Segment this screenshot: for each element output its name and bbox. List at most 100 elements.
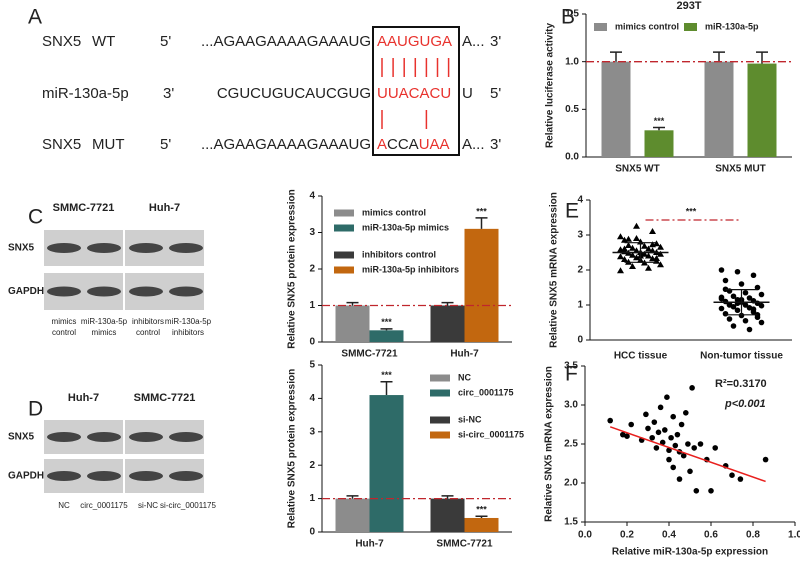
data-point (718, 305, 725, 312)
data-point (617, 267, 624, 274)
legend-swatch (334, 266, 354, 274)
sequence: CGUCUGUCAUCGUG (217, 85, 371, 102)
sequence-end: 3' (163, 85, 174, 102)
data-point (666, 447, 672, 454)
data-point (722, 310, 729, 317)
legend-swatch (594, 23, 607, 31)
data-point (621, 245, 628, 252)
data-point (645, 245, 652, 252)
x-tick-label: 0.0 (578, 530, 592, 541)
y-tick-label: 4 (309, 393, 315, 404)
x-tick-label: 0.6 (704, 530, 718, 541)
x-tick-label: 0.4 (662, 530, 676, 541)
legend-label: NC (458, 372, 471, 382)
protein-label: SNX5 (8, 243, 35, 254)
data-point (746, 326, 753, 333)
bar (464, 517, 499, 532)
x-tick-label: SMMC-7721 (436, 539, 493, 550)
y-tick-label: 3 (309, 227, 315, 238)
bar (644, 130, 674, 157)
data-point (629, 244, 636, 251)
blot-band (129, 286, 163, 297)
sequence-variant: WT (92, 33, 115, 50)
data-point (687, 468, 693, 475)
data-point (649, 434, 655, 441)
bar (369, 330, 404, 342)
blot-band (169, 471, 203, 481)
data-point (625, 235, 632, 242)
data-point (653, 445, 660, 451)
data-point (633, 235, 640, 241)
data-point (718, 294, 725, 301)
data-point (657, 261, 664, 268)
data-point (762, 456, 769, 463)
legend-label: si-NC (458, 414, 482, 424)
y-axis-label: Relative SNX5 protein expression (287, 189, 298, 349)
blot-band (169, 243, 203, 253)
cell-line-label: Huh-7 (149, 202, 180, 214)
error-bar (346, 301, 359, 306)
legend-swatch (430, 431, 450, 439)
y-tick-label: 4 (577, 195, 583, 206)
cell-line-label: Huh-7 (68, 392, 99, 404)
lane-label: inhibitors (172, 328, 204, 337)
site-segment: CCA (387, 136, 419, 153)
y-axis-label: Relative luciferase activity (545, 23, 556, 149)
y-tick-label: 0.5 (565, 104, 579, 115)
data-point (645, 264, 652, 271)
sd-bar (725, 289, 758, 316)
data-point (624, 433, 630, 440)
data-point (668, 434, 674, 441)
data-point (633, 254, 640, 261)
y-axis-label: Relative SNX5 mRNA expression (549, 192, 560, 348)
data-point (629, 263, 636, 269)
data-point (737, 476, 744, 482)
error-bar (441, 495, 454, 499)
blot-band (129, 432, 163, 442)
panel-label: D (28, 398, 43, 421)
data-point (729, 472, 735, 479)
binding-site: UUACACU (377, 85, 451, 102)
legend-swatch (684, 23, 697, 31)
data-point (746, 295, 753, 301)
data-point (734, 268, 741, 275)
data-point (641, 242, 648, 249)
y-tick-label: 3 (577, 230, 583, 241)
data-point (629, 251, 636, 258)
blot-band (47, 471, 81, 481)
legend-label: miR-130a-5p inhibitors (362, 264, 459, 274)
data-point (742, 302, 749, 308)
lane-label: control (136, 328, 160, 337)
x-tick-label: 1.0 (788, 530, 800, 541)
data-point (617, 253, 624, 260)
blot-band (129, 471, 163, 481)
lane-label: control (52, 328, 76, 337)
error-bar (441, 301, 454, 306)
x-tick-label: Non-tumor tissue (700, 351, 783, 362)
legend-label: miR-130a-5p (705, 21, 759, 31)
data-point (726, 316, 733, 322)
data-point (758, 302, 765, 309)
y-axis-label: Relative SNX5 mRNA expression (544, 366, 555, 522)
data-point (742, 317, 749, 324)
bar (335, 305, 370, 342)
panel-label: C (28, 206, 43, 229)
error-bar (653, 126, 665, 131)
data-point (680, 452, 687, 459)
data-point (657, 243, 664, 250)
sd-bar (624, 242, 657, 263)
data-point (649, 228, 656, 234)
y-tick-label: 1.0 (565, 56, 579, 67)
protein-label: SNX5 (8, 432, 35, 443)
data-point (742, 289, 749, 296)
y-tick-label: 3.5 (564, 361, 578, 372)
data-point (691, 445, 697, 451)
significance-label: *** (654, 116, 665, 126)
data-point (758, 319, 765, 326)
data-point (730, 293, 737, 300)
x-tick-label: 0.2 (620, 530, 634, 541)
lane-label: miR-130a-5p (165, 317, 212, 326)
significance-label: *** (476, 505, 487, 515)
lane-label: mimics (52, 317, 77, 326)
y-axis-label: Relative SNX5 protein expression (287, 369, 298, 529)
